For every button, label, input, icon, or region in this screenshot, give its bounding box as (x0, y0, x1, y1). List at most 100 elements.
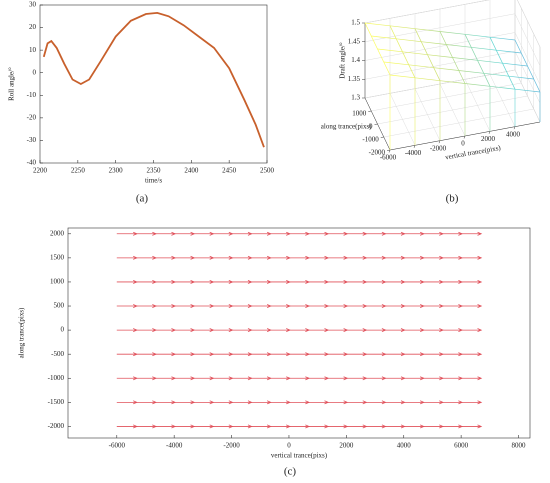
y-tick-label: -30 (27, 136, 37, 144)
arrow (384, 255, 406, 260)
arrow (269, 328, 291, 333)
arrow (135, 352, 158, 357)
arrow (346, 424, 368, 429)
arrow (308, 328, 330, 333)
x-tick-label: -2000 (223, 442, 240, 450)
arrow (174, 328, 196, 333)
arrow (308, 280, 330, 284)
x-tick (413, 145, 416, 148)
x-tick-label: 6000 (454, 442, 469, 450)
x-tick-label: 0 (461, 140, 465, 148)
arrow (288, 280, 311, 284)
arrow (193, 376, 215, 381)
arrow (327, 328, 349, 333)
arrow (250, 328, 272, 333)
arrow (422, 255, 444, 260)
arrow (288, 400, 311, 405)
arrow (250, 424, 272, 429)
arrow (155, 352, 177, 357)
arrow (327, 255, 349, 260)
arrow (346, 352, 368, 357)
arrow (365, 280, 387, 284)
y-tick (368, 110, 372, 112)
y-tick-label: -2000 (369, 149, 386, 157)
arrow (116, 376, 138, 381)
x-axis-label: time/s (145, 177, 162, 185)
y-tick-label: 0 (61, 326, 65, 334)
arrow (250, 376, 272, 381)
arrow (116, 424, 138, 429)
arrow (135, 328, 158, 333)
arrow (384, 376, 406, 381)
arrow (155, 328, 177, 333)
arrow (422, 376, 444, 381)
arrow (461, 424, 483, 429)
y-tick-label: -10 (27, 91, 37, 99)
arrow (250, 304, 272, 308)
mesh-column (389, 25, 416, 78)
arrow (135, 400, 158, 405)
x-tick (513, 126, 516, 130)
y-tick-label: -2000 (48, 422, 65, 430)
arrow (441, 255, 464, 260)
y-axis-label: Roll angle/° (8, 67, 16, 101)
x-tick-label: 2450 (222, 167, 237, 175)
arrow (231, 376, 253, 381)
arrow (441, 328, 464, 333)
arrow (231, 255, 253, 260)
arrow (116, 255, 138, 260)
arrow (231, 304, 253, 308)
arrow (346, 376, 368, 381)
y-tick-label: -40 (27, 159, 37, 167)
arrow (116, 231, 138, 236)
arrow (441, 400, 464, 405)
arrow (441, 352, 464, 357)
arrow (250, 255, 272, 260)
x-tick-label: 0 (287, 442, 291, 450)
y-tick-label: -1500 (48, 398, 65, 406)
z-tick-label: 1.3 (351, 94, 360, 102)
arrow (250, 352, 272, 357)
arrow (461, 328, 483, 333)
y-tick-label: 500 (54, 302, 65, 310)
arrow (212, 376, 234, 381)
y-grid-line (377, 95, 528, 125)
x-tick-label: -2000 (430, 144, 447, 152)
arrow (441, 304, 464, 308)
caption: (c) (284, 466, 297, 478)
x-tick-label: 2400 (184, 167, 199, 175)
y-tick (380, 136, 384, 138)
y-tick-label: 1500 (50, 253, 65, 261)
arrow (288, 255, 311, 260)
arrow (422, 231, 444, 236)
arrow (327, 231, 349, 236)
z-tick-label: 1.45 (348, 37, 361, 45)
arrow (231, 424, 253, 429)
arrow (327, 280, 349, 284)
arrow (346, 328, 368, 333)
arrow (346, 280, 368, 284)
x-tick-label: -6000 (380, 154, 397, 162)
arrow (461, 400, 483, 405)
arrow (403, 376, 425, 381)
arrow (422, 280, 444, 284)
arrow (231, 231, 253, 236)
z-tick-label: 1.5 (351, 19, 360, 27)
y-tick-label: -1000 (362, 136, 379, 144)
arrow (193, 280, 215, 284)
arrow (365, 376, 387, 381)
arrow (365, 231, 387, 236)
arrow (212, 280, 234, 284)
arrow (384, 328, 406, 333)
arrow (403, 352, 425, 357)
caption: (a) (136, 193, 149, 205)
x-tick-label: 2250 (71, 167, 86, 175)
arrow (327, 400, 349, 405)
y-tick-label: 10 (29, 46, 37, 54)
plot-frame (39, 4, 268, 164)
arrow (346, 304, 368, 308)
x-tick-label: -4000 (166, 442, 183, 450)
x-tick-label: 2300 (109, 167, 124, 175)
arrow (422, 352, 444, 357)
arrow (365, 328, 387, 333)
